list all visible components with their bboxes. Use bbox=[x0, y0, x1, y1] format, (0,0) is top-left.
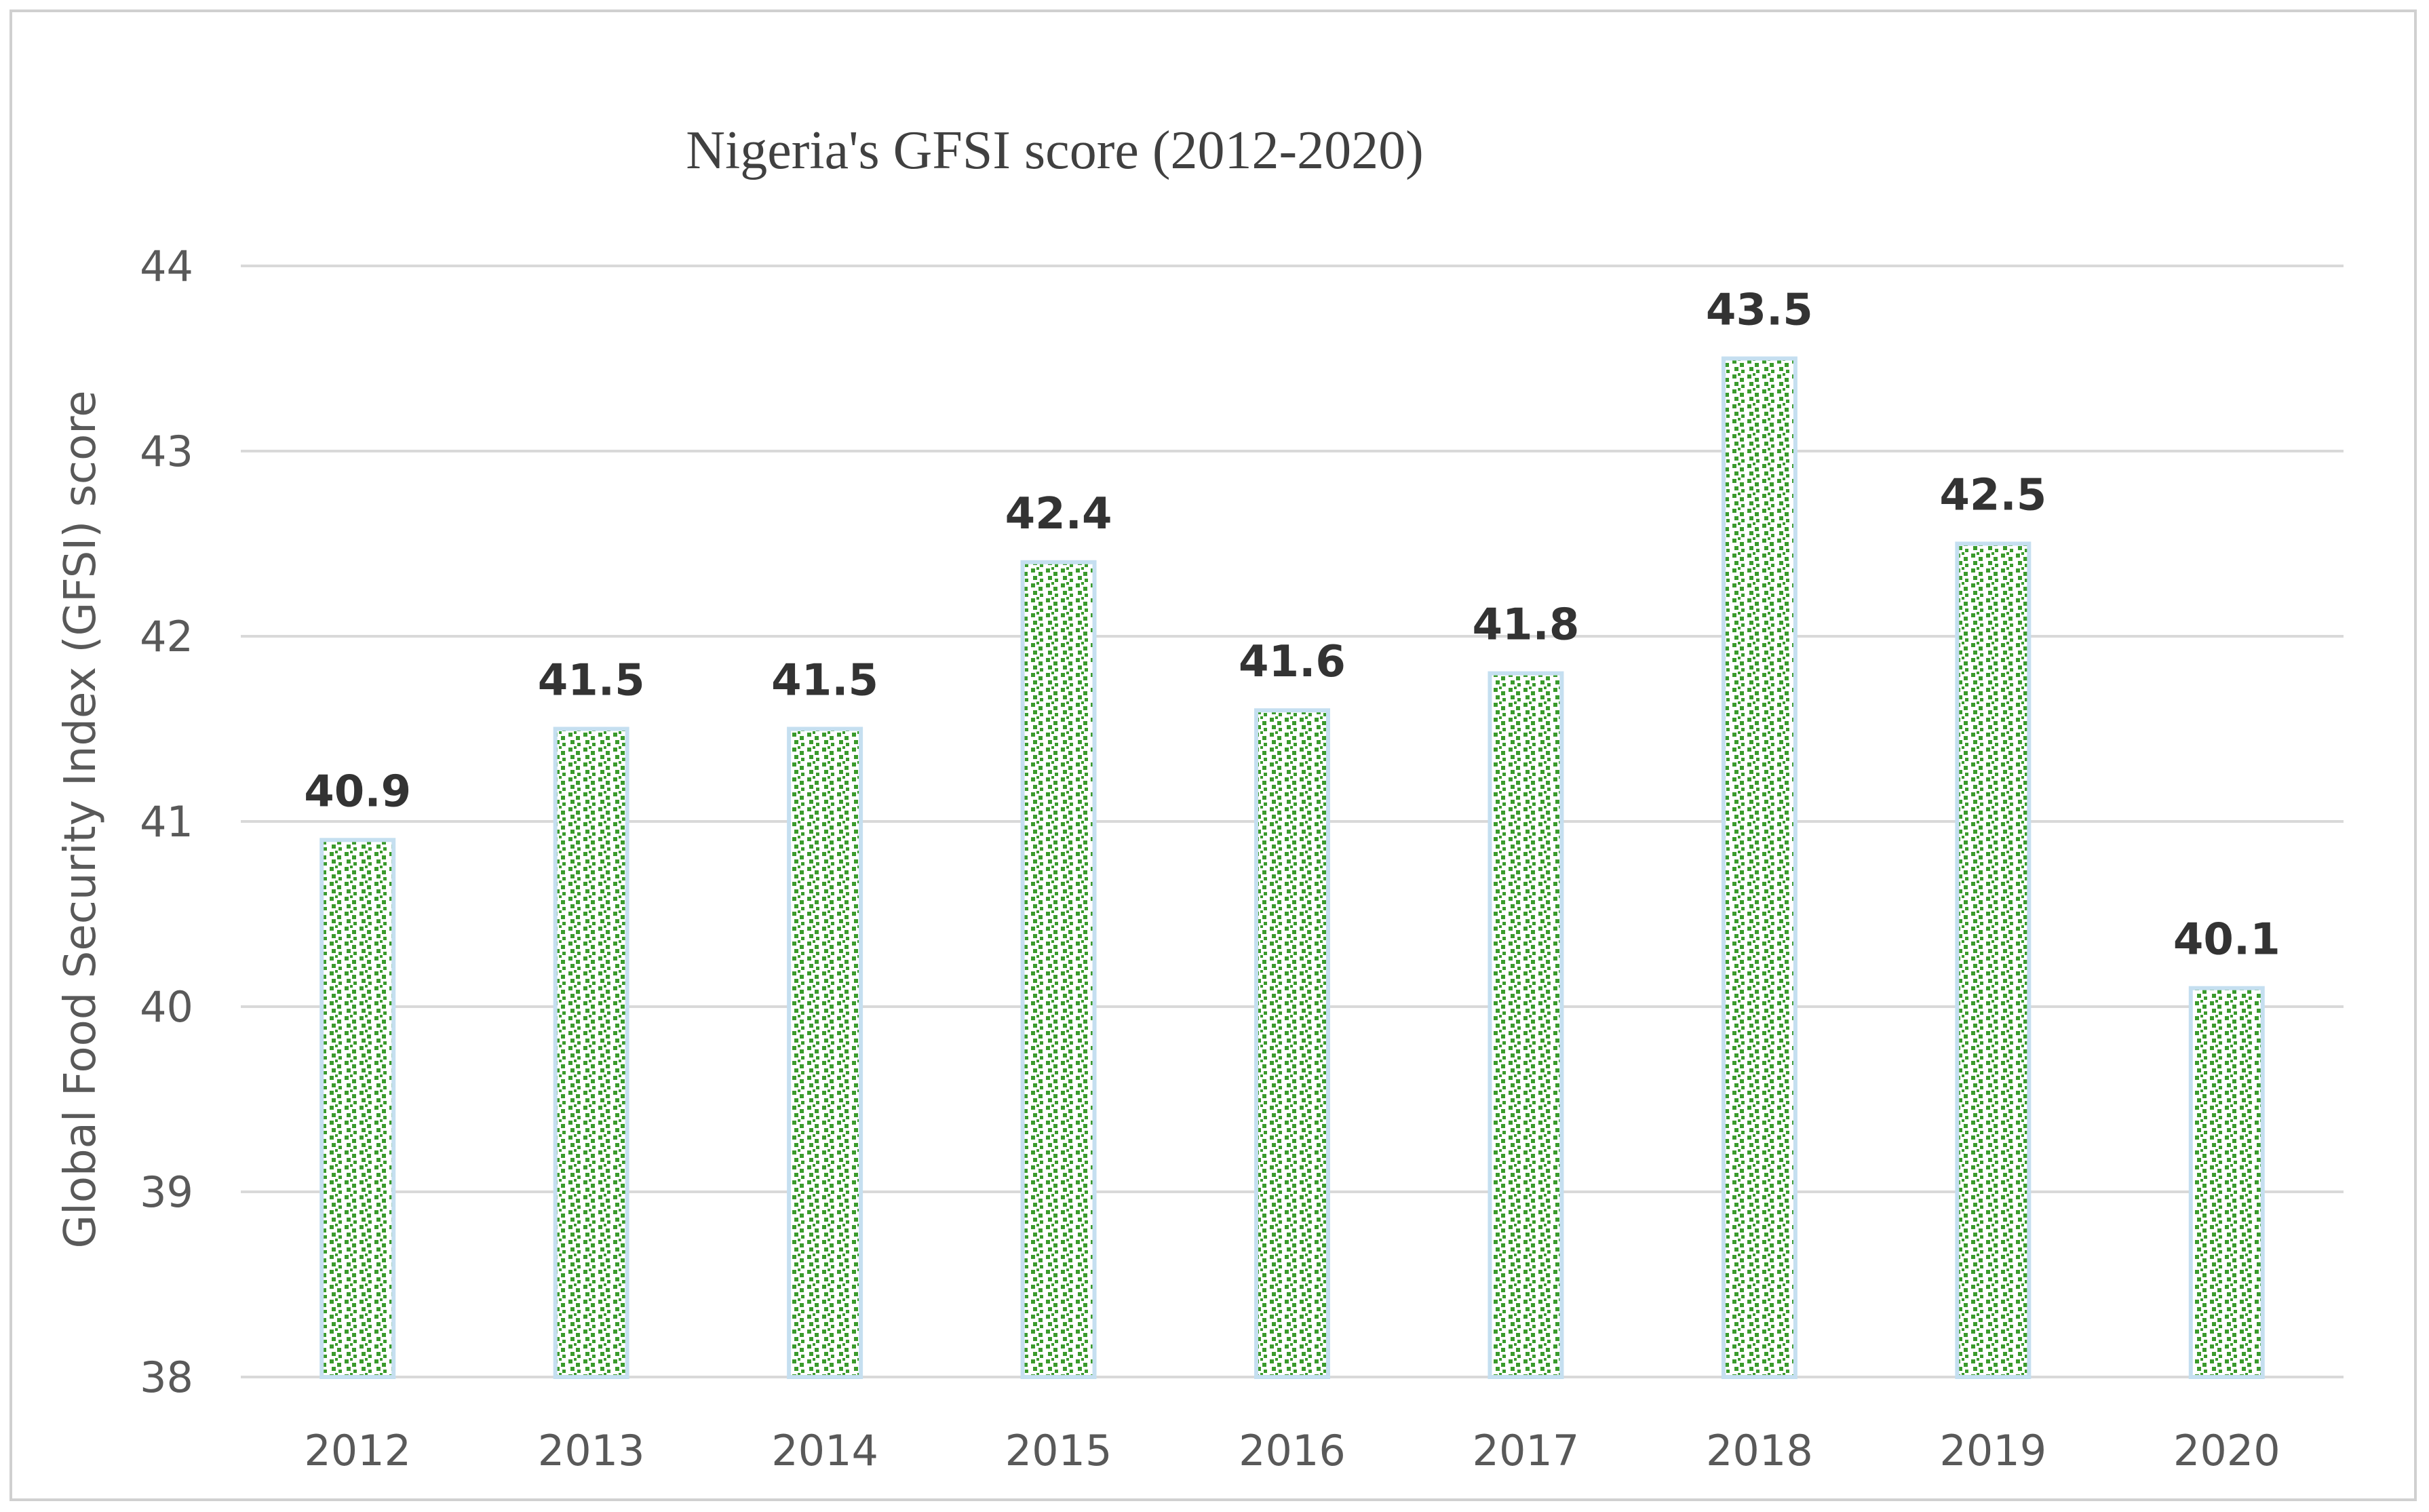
x-tick-label-2020: 2020 bbox=[2173, 1426, 2280, 1475]
x-tick-label-2014: 2014 bbox=[771, 1426, 878, 1475]
x-tick-label-2015: 2015 bbox=[1005, 1426, 1112, 1475]
x-tick-label-2017: 2017 bbox=[1473, 1426, 1580, 1475]
y-tick-label: 39 bbox=[140, 1167, 193, 1217]
bar-2013 bbox=[553, 726, 629, 1379]
data-label-2012: 40.9 bbox=[304, 767, 411, 817]
data-label-2017: 41.8 bbox=[1472, 600, 1579, 651]
y-tick-label: 43 bbox=[140, 427, 193, 476]
y-axis-label: Global Food Security Index (GFSI) score bbox=[56, 390, 106, 1248]
y-tick-label: 44 bbox=[140, 241, 193, 291]
data-label-2019: 42.5 bbox=[1939, 471, 2046, 521]
x-tick-label-2019: 2019 bbox=[1939, 1426, 2046, 1475]
y-tick-label: 42 bbox=[140, 612, 193, 661]
data-label-2020: 40.1 bbox=[2173, 915, 2280, 965]
data-labels: 40.9 41.5 41.5 42.4 41.6 41.8 43.5 42.5 40.1 bbox=[304, 286, 2280, 965]
chart-title: Nigeria's GFSI score (2012-2020) bbox=[686, 121, 1424, 180]
bar-2017 bbox=[1488, 671, 1564, 1379]
bar-2020 bbox=[2188, 986, 2265, 1379]
y-tick-label: 38 bbox=[140, 1353, 193, 1402]
data-label-2015: 42.4 bbox=[1005, 489, 1112, 539]
bar-2014 bbox=[787, 726, 863, 1379]
x-tick-label-2013: 2013 bbox=[538, 1426, 645, 1475]
x-axis-ticks: 2012 2013 2014 2015 2016 2017 2018 2019 2020 bbox=[304, 1426, 2280, 1475]
bar-2012 bbox=[319, 838, 396, 1380]
data-label-2016: 41.6 bbox=[1239, 637, 1346, 687]
x-tick-label-2018: 2018 bbox=[1706, 1426, 1813, 1475]
bar-2015 bbox=[1020, 560, 1097, 1379]
bar-2019 bbox=[1955, 541, 2032, 1379]
bar-2016 bbox=[1254, 708, 1330, 1379]
y-tick-label: 41 bbox=[140, 797, 193, 847]
y-axis-ticks: 38 39 40 41 42 43 44 bbox=[140, 241, 193, 1402]
data-label-2018: 43.5 bbox=[1706, 286, 1813, 336]
x-tick-label-2016: 2016 bbox=[1239, 1426, 1346, 1475]
bar-2018 bbox=[1721, 356, 1798, 1379]
data-label-2014: 41.5 bbox=[771, 656, 878, 706]
y-tick-label: 40 bbox=[140, 982, 193, 1032]
data-label-2013: 41.5 bbox=[538, 656, 645, 706]
x-tick-label-2012: 2012 bbox=[304, 1426, 411, 1475]
bars bbox=[319, 356, 2265, 1380]
